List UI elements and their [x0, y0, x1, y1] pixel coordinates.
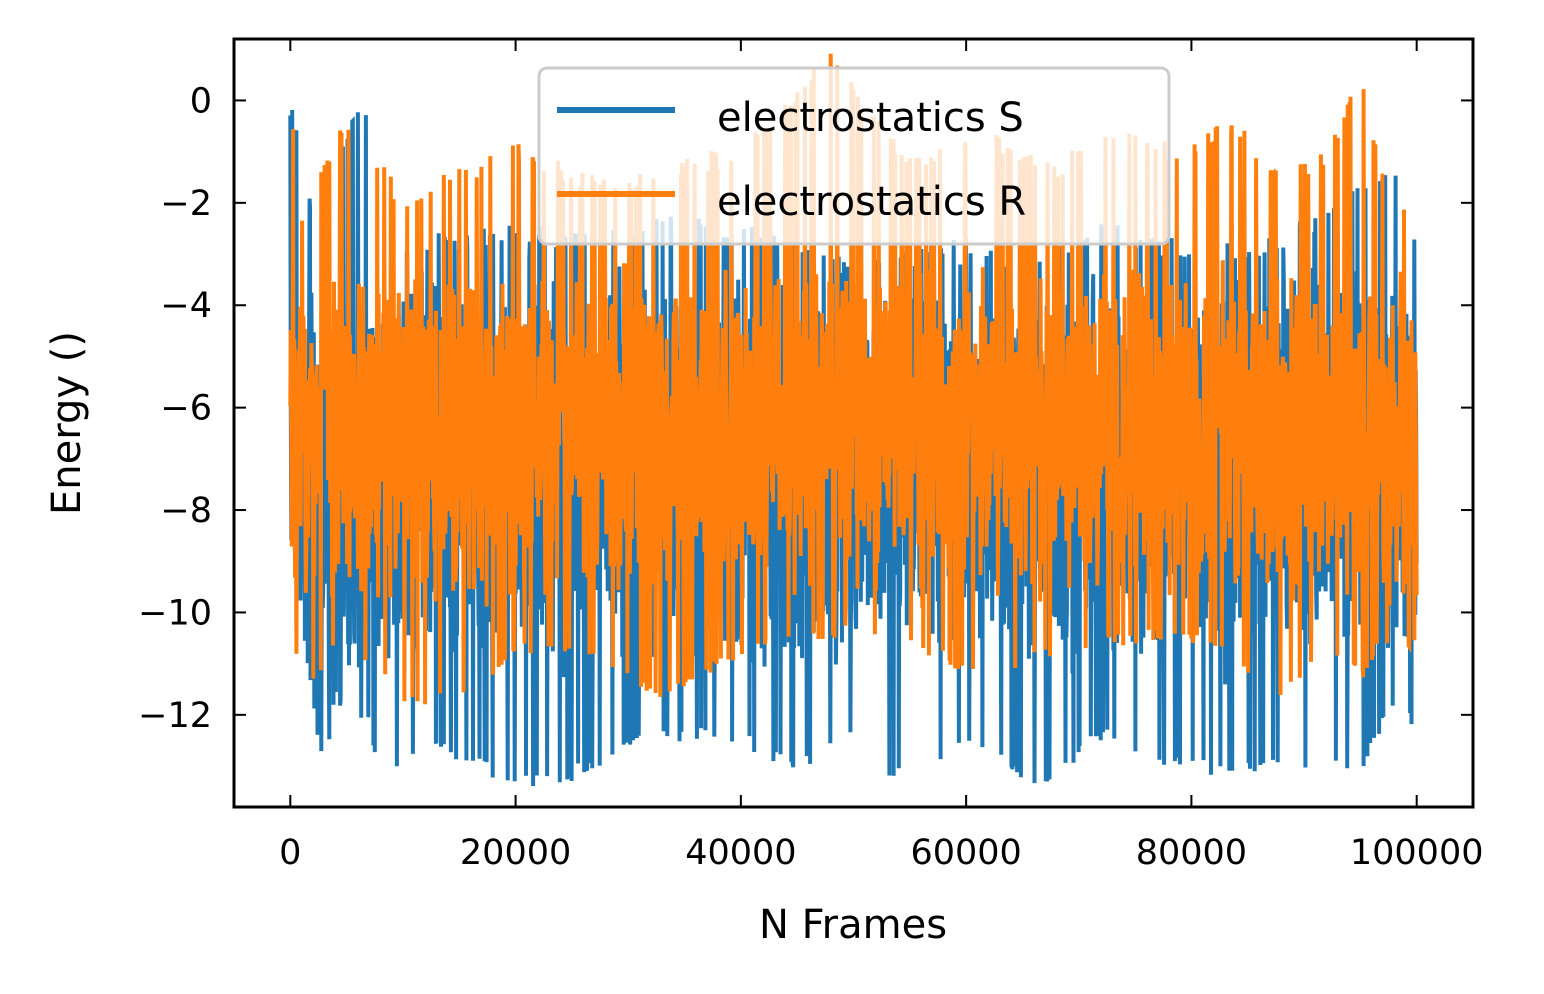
legend-label-s: electrostatics S	[717, 95, 1024, 141]
y-tick-label: 0	[190, 81, 212, 121]
plot-frame	[232, 37, 1475, 809]
x-tick-label: 20000	[460, 833, 571, 873]
legend-label-r: electrostatics R	[717, 179, 1026, 225]
y-tick-label: −12	[138, 696, 212, 736]
legend: electrostatics S electrostatics R	[537, 66, 1171, 246]
y-tick-label: −8	[160, 491, 212, 531]
x-tick-label: 60000	[910, 833, 1021, 873]
y-tick-label: −4	[160, 286, 212, 326]
legend-box	[537, 66, 1171, 246]
x-tick-label: 100000	[1350, 833, 1484, 873]
x-tick-label: 0	[279, 833, 301, 873]
y-tick-label: −6	[160, 389, 212, 429]
y-tick-label: −2	[160, 184, 212, 224]
ticks-layer: 0 20000 40000 60000 80000 100000 0 −2 −4 −6 −8 −10 −…	[138, 39, 1483, 873]
y-axis-label: Energy ()	[44, 331, 90, 515]
x-tick-label: 80000	[1136, 833, 1247, 873]
x-tick-label: 40000	[685, 833, 796, 873]
y-tick-label: −10	[138, 593, 212, 633]
x-axis-label: N Frames	[759, 902, 947, 948]
